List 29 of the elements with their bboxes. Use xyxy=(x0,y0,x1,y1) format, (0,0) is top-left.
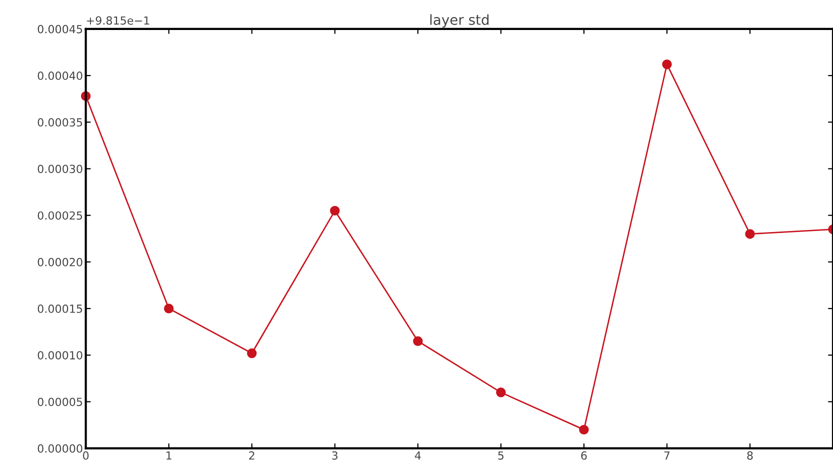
x-tick-label: 1 xyxy=(166,451,172,460)
point xyxy=(496,388,506,398)
point xyxy=(579,424,589,435)
x-tick-label: 0 xyxy=(82,451,89,460)
y-tick-label: 0.00030 xyxy=(38,164,82,174)
x-tick-label: 8 xyxy=(747,451,753,460)
y-tick-label: 0.00040 xyxy=(38,72,82,80)
x-tick-label: 4 xyxy=(414,451,421,460)
y-tick-label: 0.00045 xyxy=(38,24,82,34)
y-tick-label: 0.00000 xyxy=(38,444,82,453)
y-tick-label: 0.00015 xyxy=(38,304,82,313)
x-tick-label: 6 xyxy=(581,451,587,460)
x-tick-label: 2 xyxy=(249,451,254,460)
y-tick-label: 0.00035 xyxy=(38,118,82,127)
point xyxy=(164,304,174,314)
x-tick-label: 5 xyxy=(498,451,504,460)
y-tick-label: 0.00010 xyxy=(38,351,82,360)
x-tick-label: 7 xyxy=(664,451,670,460)
point xyxy=(745,229,755,239)
y-tick-label: 0.00025 xyxy=(38,211,82,220)
x-tick-label: 3 xyxy=(332,451,338,460)
y-tick-label: 0.00005 xyxy=(38,398,82,406)
point xyxy=(413,336,423,346)
chart-title: layer std xyxy=(430,14,489,28)
y-tick-label: 0.00020 xyxy=(38,258,82,266)
point xyxy=(246,348,257,358)
point xyxy=(330,206,340,216)
text: +9.815e−1 xyxy=(86,16,150,25)
point xyxy=(662,60,672,70)
